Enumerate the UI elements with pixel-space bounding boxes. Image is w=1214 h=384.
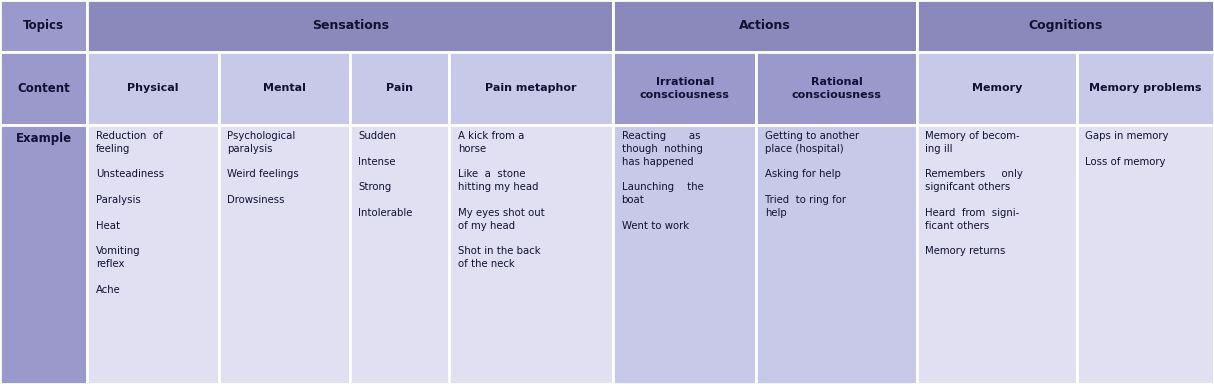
FancyBboxPatch shape [87, 125, 219, 384]
Text: Example: Example [16, 132, 72, 145]
Text: Physical: Physical [127, 83, 178, 93]
FancyBboxPatch shape [613, 52, 756, 125]
FancyBboxPatch shape [917, 0, 1214, 52]
FancyBboxPatch shape [756, 52, 917, 125]
FancyBboxPatch shape [219, 125, 350, 384]
Text: Actions: Actions [739, 20, 790, 32]
FancyBboxPatch shape [87, 0, 613, 52]
FancyBboxPatch shape [350, 52, 449, 125]
Text: Memory of becom-
ing ill

Remembers     only
signifcant others

Heard  from  sig: Memory of becom- ing ill Remembers only … [925, 131, 1023, 256]
FancyBboxPatch shape [756, 125, 917, 384]
Text: Content: Content [17, 82, 70, 95]
Text: Reacting       as
though  nothing
has happened

Launching    the
boat

Went to w: Reacting as though nothing has happened … [622, 131, 703, 230]
FancyBboxPatch shape [1077, 52, 1214, 125]
FancyBboxPatch shape [449, 52, 613, 125]
FancyBboxPatch shape [0, 0, 87, 52]
FancyBboxPatch shape [613, 125, 756, 384]
FancyBboxPatch shape [1077, 125, 1214, 384]
FancyBboxPatch shape [449, 125, 613, 384]
Text: Mental: Mental [262, 83, 306, 93]
Text: Pain: Pain [386, 83, 413, 93]
FancyBboxPatch shape [0, 52, 87, 125]
Text: Pain metaphor: Pain metaphor [486, 83, 577, 93]
FancyBboxPatch shape [917, 52, 1077, 125]
Text: Rational
consciousness: Rational consciousness [792, 77, 881, 99]
FancyBboxPatch shape [219, 52, 350, 125]
FancyBboxPatch shape [0, 125, 87, 384]
Text: Cognitions: Cognitions [1028, 20, 1102, 32]
FancyBboxPatch shape [350, 125, 449, 384]
FancyBboxPatch shape [613, 0, 917, 52]
Text: Memory: Memory [971, 83, 1022, 93]
Text: Getting to another
place (hospital)

Asking for help

Tried  to ring for
help: Getting to another place (hospital) Aski… [765, 131, 860, 218]
FancyBboxPatch shape [87, 52, 219, 125]
Text: Reduction  of
feeling

Unsteadiness

Paralysis

Heat

Vomiting
reflex

Ache: Reduction of feeling Unsteadiness Paraly… [96, 131, 164, 295]
Text: Psychological
paralysis

Weird feelings

Drowsiness: Psychological paralysis Weird feelings D… [227, 131, 299, 205]
Text: Memory problems: Memory problems [1089, 83, 1202, 93]
FancyBboxPatch shape [917, 125, 1077, 384]
Text: Sudden

Intense

Strong

Intolerable: Sudden Intense Strong Intolerable [358, 131, 413, 218]
Text: Irrational
consciousness: Irrational consciousness [640, 77, 730, 99]
Text: A kick from a
horse

Like  a  stone
hitting my head

My eyes shot out
of my head: A kick from a horse Like a stone hitting… [458, 131, 544, 269]
Text: Gaps in memory

Loss of memory: Gaps in memory Loss of memory [1085, 131, 1169, 167]
Text: Sensations: Sensations [312, 20, 388, 32]
Text: Topics: Topics [23, 20, 64, 32]
